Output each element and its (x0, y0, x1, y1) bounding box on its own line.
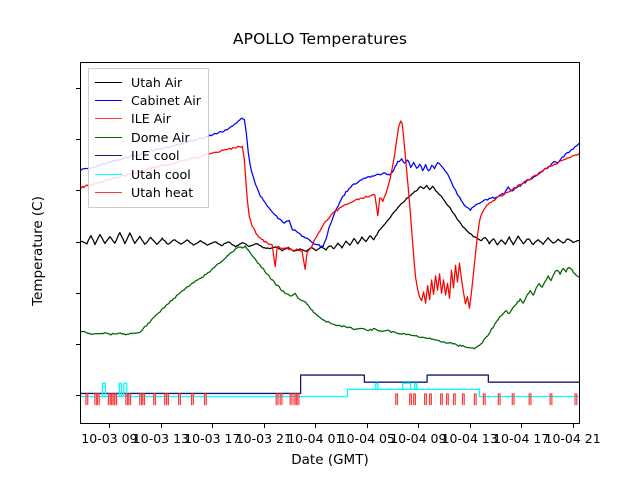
y-tick-mark (76, 395, 80, 397)
legend-line-icon (95, 136, 122, 138)
x-tick-label: 10-04 21 (544, 431, 601, 446)
x-tick-label: 10-03 21 (235, 431, 292, 446)
legend-line-icon (95, 192, 122, 194)
series-utah-cool-pulse (101, 382, 107, 398)
series-utah-heat-spike (203, 393, 207, 406)
series-utah-air (81, 184, 579, 252)
x-tick-mark (109, 424, 111, 428)
series-utah-heat-spike (94, 393, 98, 406)
legend-label: Utah heat (131, 185, 194, 201)
series-utah-heat-spike (482, 393, 486, 406)
legend-label: Utah cool (131, 166, 191, 182)
series-utah-heat-spike (395, 393, 399, 406)
legend-item: Utah cool (95, 165, 201, 183)
legend-item: Utah heat (95, 183, 201, 201)
series-utah-heat-spike (128, 393, 132, 406)
y-tick-mark (76, 292, 80, 294)
series-utah-heat-spike (166, 393, 170, 406)
x-tick-label: 10-03 09 (81, 431, 138, 446)
series-utah-heat-spike (409, 393, 413, 406)
legend-label: Dome Air (131, 129, 190, 145)
legend-line-icon (95, 81, 122, 83)
series-utah-cool-pulse (123, 382, 128, 398)
x-tick-mark (572, 424, 574, 428)
series-utah-heat-spike (293, 393, 297, 406)
legend-label: Cabinet Air (131, 93, 201, 109)
legend-item: Cabinet Air (95, 91, 201, 109)
series-utah-heat-spike (439, 393, 443, 406)
x-tick-mark (521, 424, 523, 428)
series-utah-heat-spike (574, 393, 578, 406)
series-utah-heat-spike (275, 393, 279, 406)
legend-line-icon (95, 155, 122, 157)
y-tick-mark (76, 241, 80, 243)
series-utah-heat-spike (107, 393, 111, 406)
x-tick-label: 10-04 17 (493, 431, 550, 446)
x-tick-mark (212, 424, 214, 428)
series-utah-heat-spike (473, 393, 477, 406)
x-tick-label: 10-04 09 (390, 431, 447, 446)
x-tick-mark (263, 424, 265, 428)
series-utah-heat-spike (461, 393, 465, 406)
series-utah-heat-spike (139, 393, 143, 406)
legend-line-icon (95, 118, 122, 120)
legend-label: ILE Air (131, 111, 171, 127)
series-utah-heat-spike (528, 393, 532, 406)
series-utah-cool-pulse (375, 382, 379, 391)
legend-line-icon (95, 100, 122, 102)
x-tick-mark (160, 424, 162, 428)
series-utah-heat-spike (142, 393, 146, 406)
x-tick-label: 10-04 05 (338, 431, 395, 446)
x-tick-label: 10-03 17 (184, 431, 241, 446)
legend-item: ILE Air (95, 110, 201, 128)
x-axis-label: Date (GMT) (291, 452, 369, 468)
legend-label: ILE cool (131, 148, 180, 164)
series-utah-heat-spike (452, 393, 456, 406)
legend-label: Utah Air (131, 74, 183, 90)
series-utah-heat-spike (429, 393, 432, 406)
legend-item: ILE cool (95, 147, 201, 165)
y-tick-mark (76, 344, 80, 346)
y-tick-mark (76, 138, 80, 140)
series-utah-cool-pulse (414, 382, 418, 391)
series-utah-heat-spike (85, 393, 89, 406)
x-tick-mark (418, 424, 420, 428)
legend: Utah Air Cabinet Air ILE Air Dome Air ILE co… (88, 68, 209, 208)
legend-item: Utah Air (95, 73, 201, 91)
series-utah-heat-spike (511, 393, 515, 406)
series-utah-heat-spike (178, 393, 181, 406)
series-utah-cool-pulse (402, 382, 412, 391)
series-utah-heat-spike (153, 393, 157, 406)
series-utah-heat-spike (190, 393, 194, 406)
x-tick-label: 10-04 13 (441, 431, 498, 446)
series-utah-heat-spike (497, 393, 501, 406)
y-axis-label: Temperature (C) (30, 196, 46, 306)
series-utah-heat-spike (96, 393, 100, 406)
chart-title: APOLLO Temperatures (232, 30, 408, 48)
x-tick-mark (469, 424, 471, 428)
series-utah-heat-spike (125, 393, 129, 406)
x-tick-label: 10-03 13 (132, 431, 189, 446)
y-tick-mark (76, 87, 80, 89)
series-utah-cool (81, 388, 579, 398)
legend-line-icon (95, 173, 122, 175)
x-tick-mark (315, 424, 317, 428)
series-utah-heat-spike (296, 393, 300, 406)
series-utah-heat-spike (445, 393, 449, 406)
series-utah-heat-spike (413, 393, 417, 406)
y-tick-mark (76, 190, 80, 192)
series-utah-heat-spike (424, 393, 427, 406)
series-utah-heat-spike (549, 393, 553, 406)
series-utah-heat-spike (279, 393, 283, 406)
series-utah-heat-spike (289, 393, 293, 406)
x-tick-label: 10-04 01 (287, 431, 344, 446)
series-ile-cool (81, 374, 579, 395)
x-tick-mark (366, 424, 368, 428)
series-utah-cool-pulse (118, 382, 122, 398)
series-utah-heat-spike (114, 393, 118, 406)
legend-item: Dome Air (95, 128, 201, 146)
series-dome-air (81, 245, 579, 350)
